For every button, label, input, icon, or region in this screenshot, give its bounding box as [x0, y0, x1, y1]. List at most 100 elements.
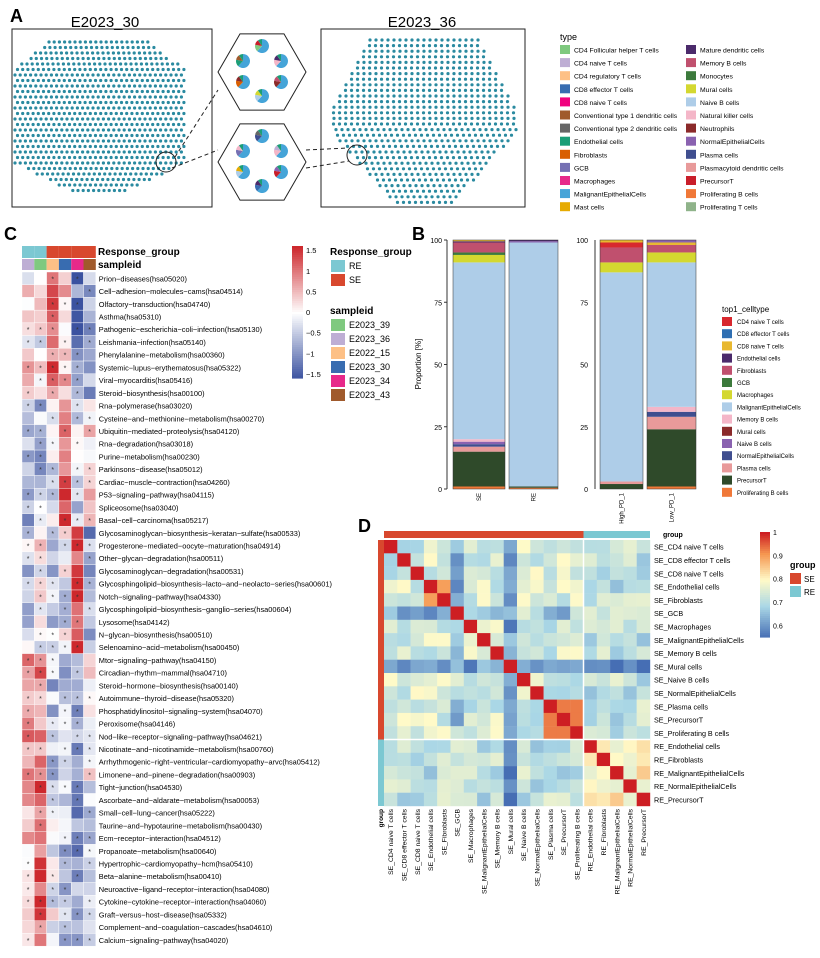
spot — [23, 95, 27, 99]
column-label: RE_Endothelial cells — [588, 808, 595, 871]
spot — [117, 117, 121, 121]
spot — [116, 177, 120, 182]
spot — [44, 128, 48, 132]
spot — [86, 73, 90, 77]
correlation-cell — [530, 553, 544, 567]
spot — [96, 161, 100, 165]
spot — [62, 78, 66, 83]
significance-mark: * — [39, 493, 42, 500]
colorscale-step — [292, 342, 303, 346]
correlation-cell — [397, 579, 411, 594]
colorscale-step — [292, 347, 303, 350]
spot — [501, 144, 506, 148]
correlation-cell — [543, 739, 558, 753]
bar-segment — [453, 446, 505, 452]
spot — [169, 161, 173, 165]
correlation-cell — [583, 726, 597, 740]
column-label: SE_Proliferating B cells — [574, 808, 581, 880]
spot — [52, 89, 56, 94]
spot — [349, 88, 354, 92]
correlation-cell — [477, 646, 491, 660]
correlation-cell — [503, 779, 518, 793]
correlation-cell — [556, 686, 571, 700]
celltype-legend-swatch — [722, 317, 732, 326]
sample-legend-swatch — [331, 333, 345, 345]
pathway-label: Progesterone−mediated−oocyte−maturation(… — [99, 541, 281, 550]
heatmap-cell — [46, 691, 60, 705]
bar-segment — [600, 262, 643, 273]
significance-mark: * — [76, 480, 79, 487]
spot — [349, 77, 354, 81]
spot — [427, 122, 432, 126]
heatmap-cell — [70, 920, 84, 934]
correlation-cell — [596, 779, 611, 793]
significance-mark: * — [88, 607, 91, 614]
spot — [382, 128, 386, 132]
spot — [96, 117, 100, 121]
colorscale-step — [292, 353, 303, 357]
spot — [373, 156, 378, 160]
colorscale-step — [760, 582, 770, 586]
correlation-cell — [463, 739, 478, 753]
spot — [376, 161, 380, 165]
heatmap-cell — [46, 742, 60, 756]
spot — [88, 89, 92, 94]
spot — [37, 166, 41, 171]
pathway-label: Mtor−signaling−pathway(hsa04150) — [99, 656, 217, 665]
spot — [18, 139, 22, 143]
heatmap-cell — [46, 844, 60, 858]
colorscale-step — [292, 329, 303, 333]
colorscale-step — [760, 626, 770, 630]
spot — [182, 67, 186, 72]
spot — [135, 100, 139, 105]
correlation-cell — [410, 779, 425, 793]
spot — [102, 188, 106, 193]
y-tick-label: 0 — [438, 487, 442, 494]
spot — [352, 128, 356, 132]
spot — [91, 150, 95, 154]
spot — [409, 88, 414, 92]
correlation-cell — [583, 712, 597, 727]
significance-mark: * — [39, 811, 42, 818]
spot — [41, 155, 46, 160]
spot — [416, 49, 420, 53]
spot — [13, 117, 17, 121]
heatmap-cell — [46, 615, 60, 629]
correlation-cell — [530, 579, 544, 594]
group-legend-swatch — [790, 586, 801, 597]
spot — [156, 111, 160, 116]
heatmap-cell — [58, 767, 72, 782]
celltype-legend-label: Mural cells — [737, 430, 766, 436]
spot — [115, 40, 119, 44]
spot — [409, 111, 414, 115]
response-annotation-cell — [71, 246, 84, 258]
spot — [118, 172, 122, 176]
correlation-cell — [623, 606, 637, 620]
spot — [99, 89, 103, 94]
spot-pie-slice — [254, 184, 262, 192]
spot — [45, 56, 49, 61]
spot — [93, 144, 98, 149]
spot — [112, 117, 116, 121]
correlation-cell — [503, 792, 518, 807]
spot — [394, 161, 398, 165]
spot — [476, 49, 480, 53]
response-annotation-cell — [58, 246, 72, 258]
spot — [36, 122, 40, 127]
colorscale-step — [760, 590, 770, 594]
spot — [171, 111, 176, 116]
heatmap-cell — [70, 449, 84, 463]
heatmap-cell — [21, 297, 35, 311]
spot — [134, 172, 138, 176]
spot — [89, 166, 93, 171]
spot — [82, 62, 86, 66]
spot — [380, 105, 384, 109]
spot — [123, 172, 128, 176]
correlation-cell — [423, 699, 438, 714]
spot — [34, 150, 38, 154]
spot — [18, 84, 22, 88]
spot — [433, 88, 438, 92]
spot — [380, 49, 384, 53]
correlation-cell — [397, 752, 411, 767]
correlation-cell — [490, 606, 504, 620]
